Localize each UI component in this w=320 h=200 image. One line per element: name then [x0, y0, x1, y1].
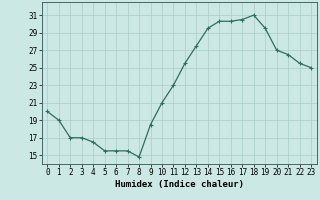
X-axis label: Humidex (Indice chaleur): Humidex (Indice chaleur) — [115, 180, 244, 189]
